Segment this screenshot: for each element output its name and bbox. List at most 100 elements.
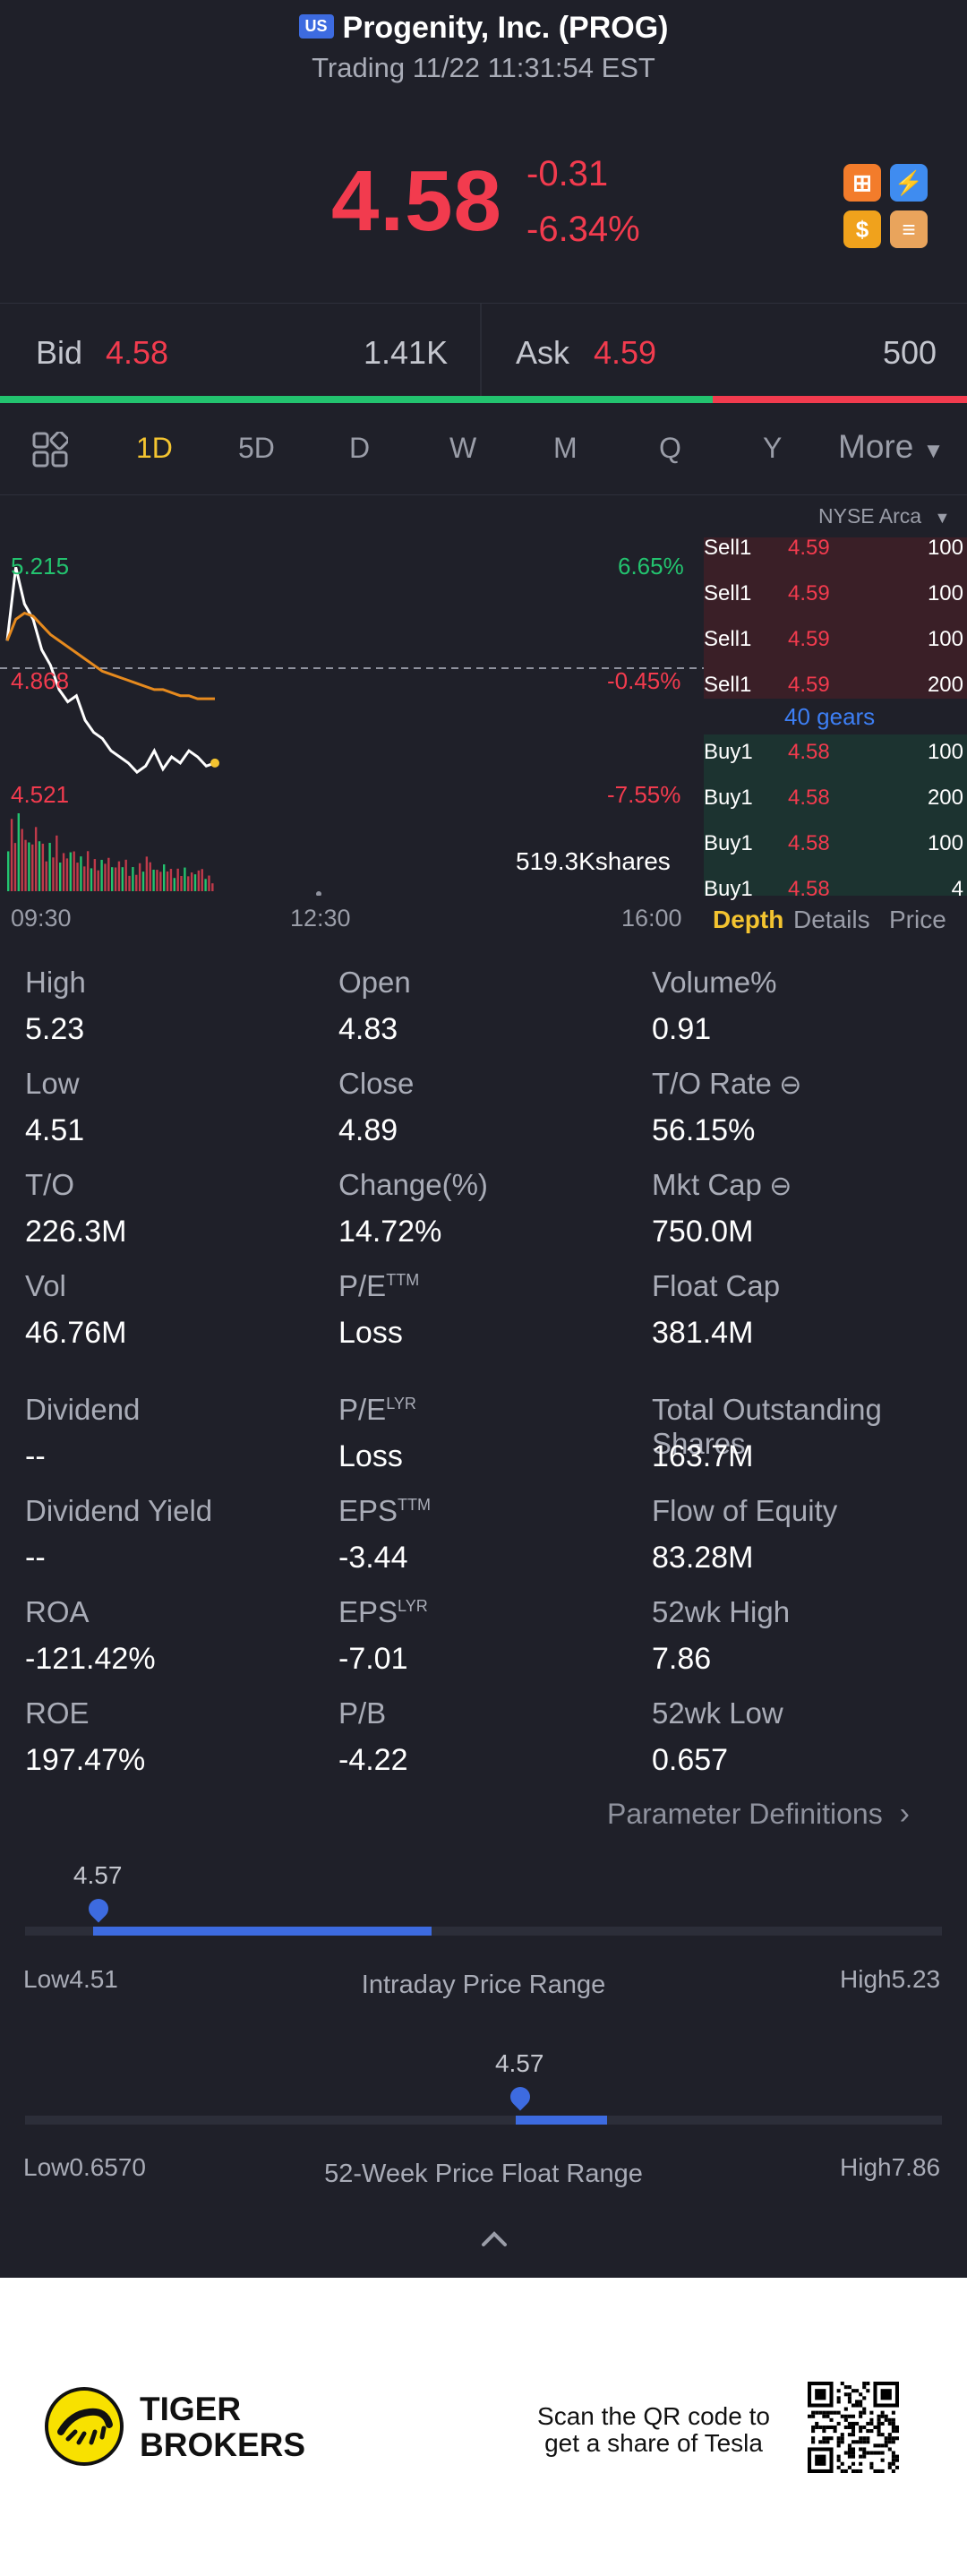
more-periods-button[interactable]: More ▼	[838, 428, 944, 466]
layout-grid-icon[interactable]	[32, 432, 68, 468]
stat-value: 4.89	[338, 1113, 398, 1147]
time-label-mid: 12:30	[290, 905, 351, 932]
stat-label-text: EPS	[338, 1595, 398, 1628]
order-price: 4.59	[788, 673, 830, 697]
order-size: 200	[927, 673, 963, 697]
buy-side-bg	[704, 734, 967, 896]
lightning-trade-icon[interactable]: ⚡	[890, 164, 928, 202]
order-price: 4.58	[788, 877, 830, 901]
volume-bar	[90, 868, 93, 891]
volume-bar	[80, 856, 82, 891]
stat-label: Dividend Yield	[25, 1494, 212, 1528]
tab-price[interactable]: Price	[889, 906, 946, 933]
tab-details[interactable]: Details	[793, 906, 870, 933]
exchange-caret-icon: ▼	[934, 509, 951, 527]
volume-bar	[34, 827, 38, 891]
y-axis-low-label: 4.521	[11, 781, 70, 808]
tab-day[interactable]: D	[349, 432, 371, 464]
order-level-label: Sell1	[704, 581, 752, 605]
period-tabs: 1D 5D D W M Q Y More ▼	[0, 403, 967, 495]
volume-bar	[7, 851, 10, 891]
volume-bar	[135, 874, 138, 891]
week52-range-title: 52-Week Price Float Range	[324, 2160, 643, 2188]
collapse-chevron-up-icon[interactable]	[473, 2227, 516, 2252]
tab-5d[interactable]: 5D	[238, 432, 275, 464]
stat-value: 5.23	[25, 1012, 85, 1046]
volume-label: 519.3Kshares	[516, 847, 671, 875]
volume-bar	[56, 835, 58, 891]
volume-bar	[128, 875, 131, 891]
tab-1d[interactable]: 1D	[136, 432, 173, 464]
intraday-range-fill	[93, 1927, 432, 1936]
stat-label: Low	[25, 1067, 80, 1101]
stat-label-superscript: TTM	[398, 1496, 432, 1514]
order-price: 4.58	[788, 740, 830, 764]
week52-range-fill	[516, 2116, 607, 2125]
stat-value: 4.51	[25, 1113, 85, 1147]
parameter-definitions-label: Parameter Definitions	[607, 1798, 883, 1830]
stat-value: 163.7M	[652, 1439, 754, 1473]
order-price: 4.59	[788, 581, 830, 605]
volume-bar	[190, 872, 193, 891]
stat-label-text: Low	[25, 1067, 80, 1100]
volume-bar	[59, 862, 62, 891]
order-price: 4.59	[788, 627, 830, 651]
stat-label: P/ETTM	[338, 1269, 419, 1303]
chart-tool-icon[interactable]: ⊞	[843, 164, 881, 202]
stat-label-text: Volume%	[652, 966, 777, 999]
stat-value: 14.72%	[338, 1215, 442, 1249]
stack-coins-icon[interactable]: ≡	[890, 210, 928, 248]
info-icon[interactable]: ⊖	[771, 1070, 802, 1100]
info-icon[interactable]: ⊖	[761, 1172, 792, 1201]
stat-label-text: 52wk High	[652, 1595, 791, 1628]
stat-value: 0.657	[652, 1743, 729, 1777]
volume-bar	[138, 863, 141, 891]
tab-quarter[interactable]: Q	[659, 432, 681, 464]
last-price: 4.58	[331, 153, 502, 249]
brand-name: TIGER BROKERS	[140, 2391, 305, 2463]
stat-value: 56.15%	[652, 1113, 756, 1147]
week52-marker-icon	[506, 2082, 535, 2111]
order-size: 100	[927, 536, 963, 560]
volume-bar	[152, 869, 155, 891]
stat-label-superscript: LYR	[386, 1395, 416, 1413]
dollar-icon[interactable]: $	[843, 210, 881, 248]
volume-bar	[24, 839, 27, 891]
tab-depth[interactable]: Depth	[713, 906, 784, 933]
more-label: More	[838, 428, 914, 465]
volume-bar	[132, 867, 134, 891]
stat-label: Flow of Equity	[652, 1494, 837, 1528]
intraday-range-title: Intraday Price Range	[361, 1971, 606, 1999]
order-size: 100	[927, 740, 963, 764]
bid-ask-panel: Bid 4.58 1.41K Ask 4.59 500	[0, 303, 967, 399]
volume-bar	[97, 870, 99, 891]
stat-label-text: Float Cap	[652, 1269, 781, 1302]
tab-week[interactable]: W	[449, 432, 477, 464]
stat-label: Mkt Cap ⊖	[652, 1168, 792, 1202]
stat-label-superscript: LYR	[398, 1597, 428, 1615]
order-size: 4	[951, 877, 963, 901]
intraday-chart[interactable]	[0, 537, 704, 896]
exchange-selector[interactable]: NYSE Arca ▼	[818, 504, 950, 528]
sell-order-row: Sell1 4.59 100	[704, 523, 967, 568]
volume-bar	[211, 883, 214, 891]
y-axis-high-label: 5.215	[11, 553, 70, 580]
stat-label-text: High	[25, 966, 86, 999]
volume-bar	[41, 843, 45, 891]
bid-price: 4.58	[106, 334, 169, 371]
stat-label: P/ELYR	[338, 1393, 416, 1427]
stat-label-text: Dividend Yield	[25, 1494, 213, 1527]
tab-year[interactable]: Y	[763, 432, 783, 464]
stat-label-text: T/O	[25, 1168, 74, 1201]
stat-label-text: Total Outstanding Shares	[652, 1393, 882, 1460]
intraday-high-label: High5.23	[840, 1965, 941, 1993]
stat-value: 46.76M	[25, 1316, 127, 1350]
stat-label-text: ROA	[25, 1595, 90, 1628]
stat-label-text: Flow of Equity	[652, 1494, 838, 1527]
parameter-definitions-link[interactable]: Parameter Definitions ›	[607, 1797, 910, 1832]
stat-value: --	[25, 1541, 46, 1575]
stat-value: 4.83	[338, 1012, 398, 1046]
intraday-track	[25, 1927, 942, 1936]
buy-order-row: Buy1 4.58 100	[704, 819, 967, 863]
tab-month[interactable]: M	[553, 432, 578, 464]
